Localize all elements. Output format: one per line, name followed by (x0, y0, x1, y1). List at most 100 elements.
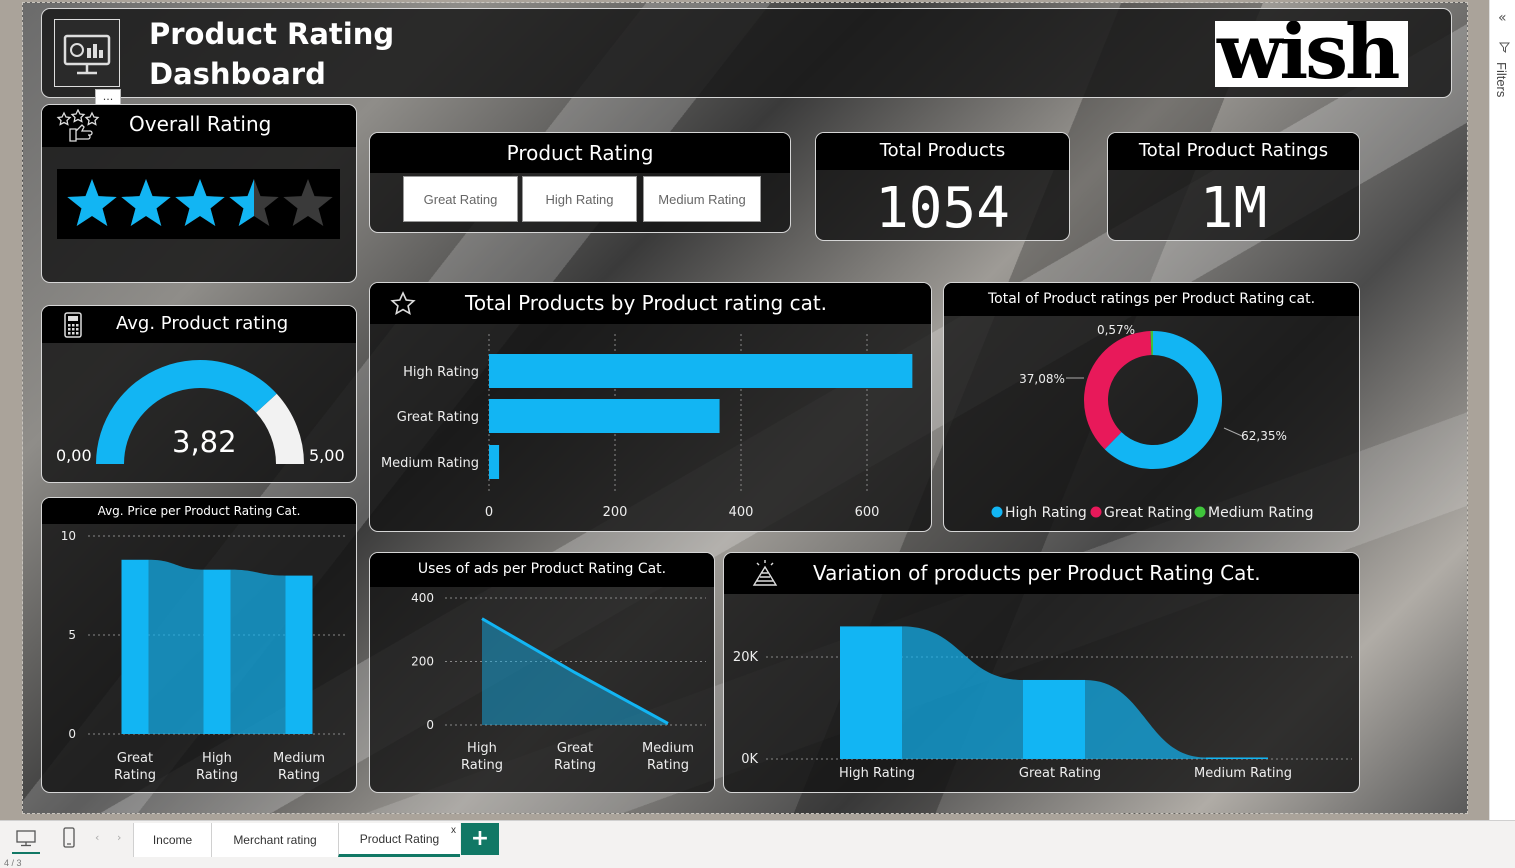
bar-2 (285, 575, 313, 734)
rating-icon (56, 109, 100, 142)
pyramid-icon (752, 560, 778, 586)
y-tick-label: 0 (426, 718, 434, 732)
series-line (481, 617, 669, 725)
legend-marker (1194, 506, 1206, 518)
slicer-option-high-rating[interactable]: High Rating (522, 176, 637, 222)
category-label: High Rating (839, 766, 915, 781)
tab-income[interactable]: Income (133, 823, 211, 857)
bar-0 (840, 626, 902, 759)
page-title-line1: Product Rating (149, 17, 395, 51)
total-ratings-value: 1M (1199, 176, 1268, 241)
avg-price-chart: 10 5 0 Great Rating High Rating Medium Rating (61, 529, 348, 783)
category-label: Medium Rating (273, 751, 325, 783)
variation-chart: 20K 0K High Rating Great Rating Medium Ratin… (733, 626, 1352, 781)
ratings-share-card: Total of Product ratings per Product Rat… (943, 282, 1360, 532)
y-tick-label: 200 (411, 655, 434, 669)
tab-scroll-right-icon[interactable]: › (117, 831, 122, 844)
total-products-value: 1054 (875, 176, 1010, 241)
bar-2 (1206, 757, 1268, 759)
leader-line (1223, 427, 1243, 437)
bar-2 (489, 445, 500, 479)
filters-pane[interactable]: « Filters (1489, 0, 1515, 820)
slicer-option-medium-rating[interactable]: Medium Rating (643, 176, 761, 222)
ribbon (1085, 679, 1206, 759)
star-1-fill (67, 179, 117, 226)
star-2-fill (121, 179, 171, 226)
gauge-max-label: 5,00 (309, 446, 345, 465)
tab-close-icon[interactable]: x (451, 825, 456, 836)
product-rating-slicer: Product Rating Great Rating High Rating … (369, 132, 791, 233)
filter-icon (1499, 42, 1510, 53)
mobile-view-icon[interactable] (62, 827, 76, 849)
star-3-fill (175, 179, 225, 226)
products-by-cat-title: Total Products by Product rating cat. (465, 291, 828, 315)
header-banner: Product Rating Dashboard wish (41, 8, 1452, 98)
category-label: Great Rating (554, 741, 596, 773)
tab-product-rating[interactable]: Product Rating x (338, 823, 460, 857)
page-status: 4 / 3 (4, 858, 22, 868)
category-label: High Rating (461, 741, 503, 773)
slice-label: 62,35% (1241, 429, 1287, 443)
category-label: Medium Rating (381, 456, 479, 471)
category-label: Great Rating (114, 751, 156, 783)
category-label: High Rating (403, 365, 479, 380)
star-4-fill (229, 179, 254, 226)
variation-chart-card: Variation of products per Product Rating… (723, 552, 1360, 793)
legend-marker (1090, 506, 1102, 518)
legend-label: Great Rating (1104, 505, 1193, 521)
legend-label: High Rating (1005, 505, 1087, 521)
y-tick-label: 0 (68, 727, 76, 741)
slice-1 (1084, 331, 1152, 450)
legend-label: Medium Rating (1208, 505, 1314, 521)
x-tick-label: 200 (603, 505, 628, 520)
bar-1 (203, 569, 231, 734)
collapse-icon[interactable]: « (1498, 10, 1507, 26)
bar-1 (489, 399, 720, 433)
desktop-view-icon[interactable] (15, 829, 37, 847)
avg-rating-gauge-card: Avg. Product rating 3,82 0,00 5,00 (41, 305, 357, 483)
bar-0 (489, 354, 913, 388)
add-page-button[interactable]: + (461, 823, 499, 855)
tab-scroll-left-icon[interactable]: ‹ (95, 831, 100, 844)
category-label: Great Rating (397, 410, 479, 425)
ribbon (148, 559, 204, 734)
products-by-cat-card: Total Products by Product rating cat. 0 2… (369, 282, 932, 532)
variation-chart-title: Variation of products per Product Rating… (813, 561, 1261, 585)
desktop-view-underline (12, 852, 40, 854)
ratings-share-chart: 62,35% 37,08% 0,57% High Rating Great Rating… (991, 323, 1314, 521)
filters-label[interactable]: Filters (1494, 62, 1509, 98)
avg-price-title: Avg. Price per Product Rating Cat. (97, 504, 301, 518)
slice-2 (1150, 331, 1153, 356)
gauge-title: Avg. Product rating (116, 313, 289, 334)
x-tick-label: 400 (729, 505, 754, 520)
gauge-remaining (256, 393, 304, 464)
ribbon (902, 626, 1023, 759)
gauge-value-arc (96, 360, 277, 464)
overall-rating-title: Overall Rating (129, 112, 272, 136)
calculator-icon (64, 312, 82, 338)
slicer-title: Product Rating (506, 141, 654, 165)
category-label: High Rating (196, 751, 238, 783)
tab-product-rating-label: Product Rating (359, 831, 440, 846)
total-products-title: Total Products (879, 140, 1006, 161)
slice-0 (1104, 331, 1222, 469)
page-tab-bar: ‹ › Income Merchant rating Product Ratin… (0, 820, 1515, 857)
x-tick-label: 0 (485, 505, 493, 520)
wish-logo: wish (1215, 21, 1408, 87)
page-title-line2: Dashboard (149, 57, 326, 91)
tab-merchant-rating[interactable]: Merchant rating (211, 823, 338, 857)
y-tick-label: 10 (61, 529, 76, 543)
ads-chart: 400 200 0 High Rating Great Rating Medium Rating (411, 591, 706, 773)
ribbon (230, 569, 286, 734)
y-tick-label: 5 (68, 628, 76, 642)
gauge-value: 3,82 (172, 425, 237, 459)
category-label: Medium Rating (1194, 766, 1292, 781)
ratings-share-title: Total of Product ratings per Product Rat… (987, 291, 1316, 307)
avg-price-chart-card: Avg. Price per Product Rating Cat. 10 5 0 G… (41, 497, 357, 793)
report-page: Product Rating Dashboard wish ··· Overal… (22, 2, 1468, 814)
y-tick-label: 400 (411, 591, 434, 605)
slicer-option-great-rating[interactable]: Great Rating (403, 176, 518, 222)
ads-chart-card: Uses of ads per Product Rating Cat. 400 2… (369, 552, 715, 793)
slice-label: 37,08% (1019, 372, 1065, 386)
y-tick-label: 20K (733, 650, 759, 665)
